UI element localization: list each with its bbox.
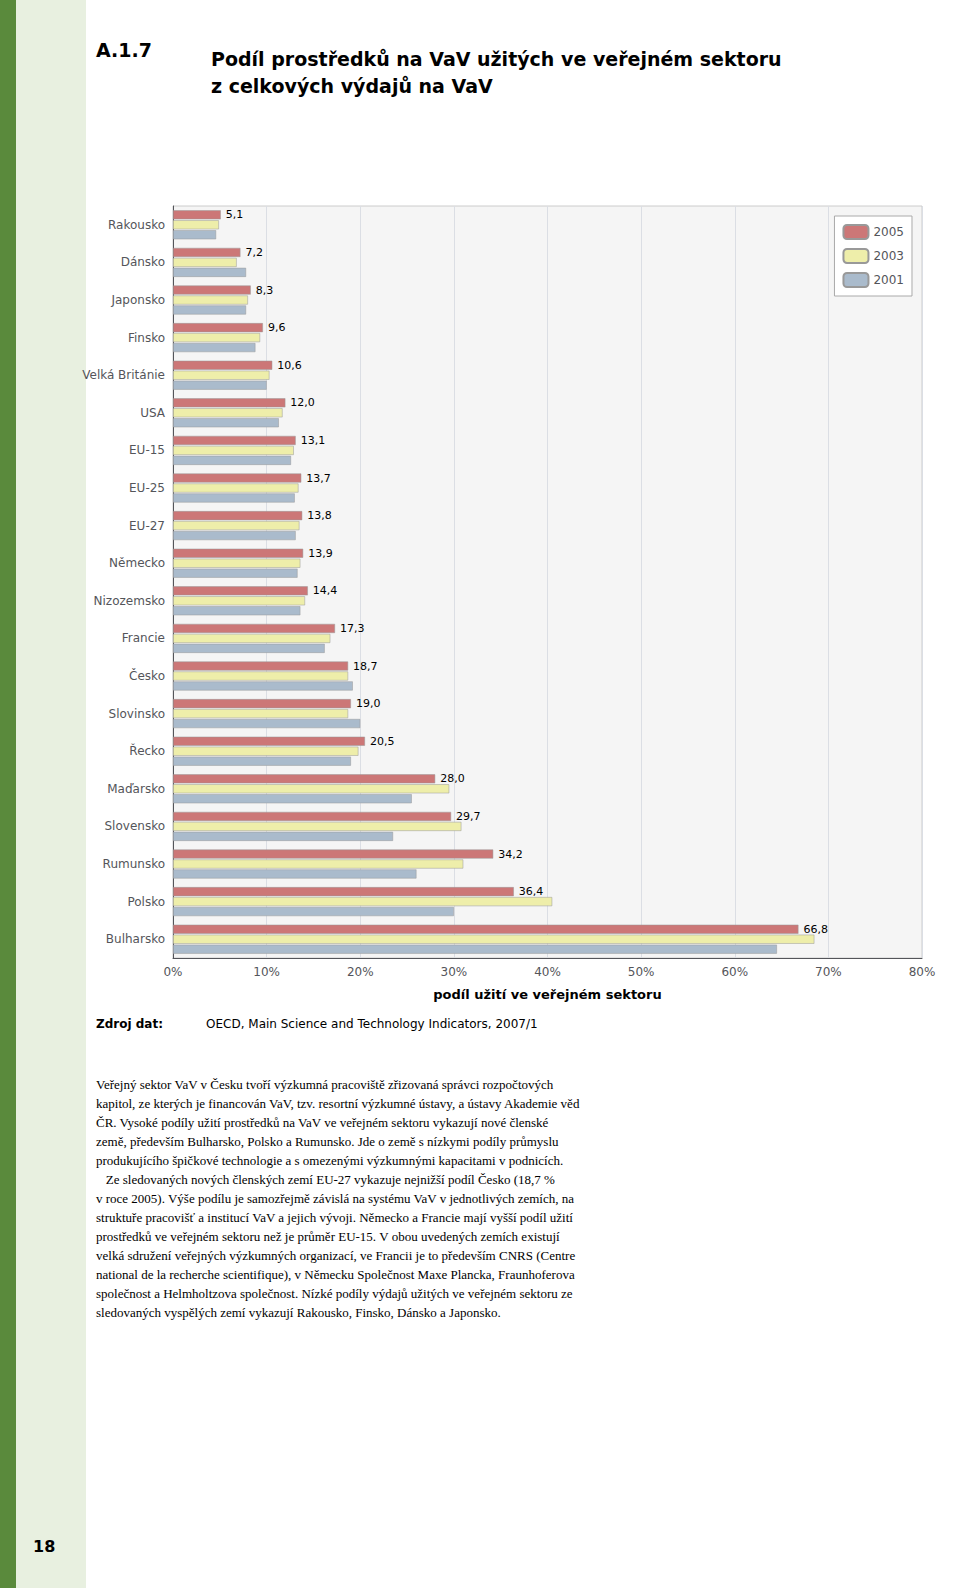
svg-text:13,8: 13,8 bbox=[307, 509, 332, 522]
svg-text:OECD, Main Science and Technol: OECD, Main Science and Technology Indica… bbox=[206, 1017, 538, 1031]
svg-text:Zdroj dat:: Zdroj dat: bbox=[96, 1017, 163, 1031]
svg-text:19,0: 19,0 bbox=[356, 697, 381, 710]
svg-text:produkujícího špičkové technol: produkujícího špičkové technologie a s o… bbox=[96, 1153, 563, 1168]
svg-text:Rumunsko: Rumunsko bbox=[103, 857, 165, 871]
svg-text:Japonsko: Japonsko bbox=[110, 293, 165, 307]
svg-text:36,4: 36,4 bbox=[519, 885, 544, 898]
svg-text:29,7: 29,7 bbox=[456, 810, 481, 823]
svg-text:0%: 0% bbox=[163, 965, 182, 979]
svg-text:18: 18 bbox=[33, 1537, 55, 1556]
svg-text:13,7: 13,7 bbox=[306, 472, 331, 485]
svg-text:Česko: Česko bbox=[129, 668, 165, 683]
svg-text:70%: 70% bbox=[815, 965, 842, 979]
svg-text:2005: 2005 bbox=[873, 225, 904, 239]
svg-text:Bulharsko: Bulharsko bbox=[106, 932, 165, 946]
svg-text:Nizozemsko: Nizozemsko bbox=[94, 594, 165, 608]
svg-text:Polsko: Polsko bbox=[127, 895, 165, 909]
svg-text:Maďarsko: Maďarsko bbox=[107, 782, 165, 796]
svg-text:13,9: 13,9 bbox=[308, 547, 333, 560]
svg-text:USA: USA bbox=[140, 406, 166, 420]
svg-text:80%: 80% bbox=[909, 965, 936, 979]
svg-text:Řecko: Řecko bbox=[129, 743, 165, 758]
svg-text:34,2: 34,2 bbox=[498, 848, 523, 861]
svg-text:kapitol, ze kterých je financo: kapitol, ze kterých je financován VaV, t… bbox=[96, 1096, 580, 1111]
svg-text:7,2: 7,2 bbox=[245, 246, 263, 259]
svg-text:Německo: Německo bbox=[109, 556, 165, 570]
svg-text:EU-15: EU-15 bbox=[129, 443, 165, 457]
svg-text:společnost a Helmholtzova spol: společnost a Helmholtzova společnost. Ní… bbox=[96, 1286, 573, 1301]
svg-text:12,0: 12,0 bbox=[290, 396, 315, 409]
svg-text:ČR. Vysoké podíly užití prostř: ČR. Vysoké podíly užití prostředků na Va… bbox=[96, 1115, 549, 1130]
svg-text:sledovaných vyspělých zemí vyk: sledovaných vyspělých zemí vykazují Rako… bbox=[96, 1305, 501, 1320]
svg-text:66,8: 66,8 bbox=[803, 923, 828, 936]
svg-text:10%: 10% bbox=[253, 965, 280, 979]
svg-text:země, především Bulharsko, Pol: země, především Bulharsko, Polsko a Rumu… bbox=[96, 1134, 559, 1149]
svg-text:Veřejný sektor VaV v Česku tvo: Veřejný sektor VaV v Česku tvoří výzkumn… bbox=[96, 1077, 554, 1092]
svg-text:Finsko: Finsko bbox=[128, 331, 165, 345]
svg-text:Rakousko: Rakousko bbox=[108, 218, 165, 232]
svg-text:national de la recherche scien: national de la recherche scientifique), … bbox=[96, 1267, 575, 1282]
svg-text:18,7: 18,7 bbox=[353, 660, 378, 673]
svg-text:14,4: 14,4 bbox=[313, 584, 338, 597]
svg-text:5,1: 5,1 bbox=[226, 208, 244, 221]
svg-text:Francie: Francie bbox=[122, 631, 165, 645]
svg-text:velká sdružení veřejných výzku: velká sdružení veřejných výzkumných orga… bbox=[96, 1248, 575, 1263]
svg-text:60%: 60% bbox=[721, 965, 748, 979]
svg-text:z celkových výdajů na VaV: z celkových výdajů na VaV bbox=[211, 75, 493, 97]
svg-text:Dánsko: Dánsko bbox=[121, 255, 165, 269]
svg-text:prostředků ve veřejném sektoru: prostředků ve veřejném sektoru než je pr… bbox=[96, 1229, 560, 1244]
svg-text:v roce 2005). Výše podílu je s: v roce 2005). Výše podílu je samozřejmě … bbox=[96, 1191, 574, 1206]
svg-text:struktuře pracovišť a instituc: struktuře pracovišť a institucí VaV a je… bbox=[96, 1210, 573, 1225]
svg-text:28,0: 28,0 bbox=[440, 772, 465, 785]
svg-text:17,3: 17,3 bbox=[340, 622, 365, 635]
svg-text:9,6: 9,6 bbox=[268, 321, 286, 334]
svg-text:20%: 20% bbox=[347, 965, 374, 979]
svg-text:Slovensko: Slovensko bbox=[105, 819, 166, 833]
svg-text:10,6: 10,6 bbox=[277, 359, 302, 372]
svg-text:2001: 2001 bbox=[873, 273, 904, 287]
svg-text:Ze sledovaných nových členskýc: Ze sledovaných nových členských zemí EU-… bbox=[96, 1172, 555, 1187]
svg-text:40%: 40% bbox=[534, 965, 561, 979]
svg-text:20,5: 20,5 bbox=[370, 735, 395, 748]
svg-text:Podíl prostředků na VaV užitýc: Podíl prostředků na VaV užitých ve veřej… bbox=[211, 48, 782, 70]
svg-text:2003: 2003 bbox=[873, 249, 904, 263]
svg-text:50%: 50% bbox=[628, 965, 655, 979]
svg-text:Velká Británie: Velká Británie bbox=[82, 368, 165, 382]
svg-text:podíl užití ve veřejném sektor: podíl užití ve veřejném sektoru bbox=[433, 987, 661, 1002]
svg-text:13,1: 13,1 bbox=[301, 434, 326, 447]
svg-text:EU-25: EU-25 bbox=[129, 481, 165, 495]
svg-text:8,3: 8,3 bbox=[256, 284, 274, 297]
svg-text:Slovinsko: Slovinsko bbox=[109, 707, 165, 721]
svg-text:30%: 30% bbox=[441, 965, 468, 979]
svg-text:EU-27: EU-27 bbox=[129, 519, 165, 533]
svg-text:A.1.7: A.1.7 bbox=[96, 39, 152, 61]
